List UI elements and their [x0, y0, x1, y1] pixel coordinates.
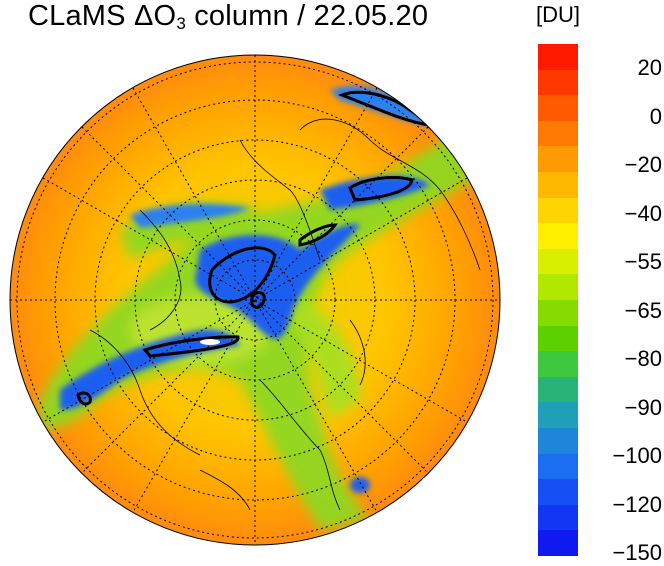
- colorbar-tick-label: −90: [624, 394, 662, 420]
- colorbar-tick-label: 20: [637, 55, 662, 80]
- colorbar-segment: [538, 325, 578, 352]
- longitude-grid: [10, 55, 500, 545]
- colorbar-segment: [538, 453, 578, 480]
- colorbar-segment: [538, 479, 578, 506]
- colorbar-segment: [538, 44, 578, 71]
- colorbar-segment: [538, 504, 578, 531]
- colorbar-segment: [538, 197, 578, 224]
- colorbar-tick-label: −20: [624, 152, 662, 177]
- colorbar-tick-label: −80: [624, 346, 662, 371]
- colorbar-tick-label: 0: [649, 103, 662, 129]
- colorbar-segment: [538, 351, 578, 378]
- colorbar-segment: [538, 172, 578, 199]
- colorbar-segment: [538, 120, 578, 147]
- colorbar-segment: [538, 530, 578, 557]
- colorbar-segment: [538, 146, 578, 173]
- colorbar-segment: [538, 428, 578, 455]
- colorbar-tick-label: −55: [624, 249, 662, 274]
- colorbar-unit: [DU]: [536, 2, 580, 27]
- colorbar-segment: [538, 376, 578, 403]
- colorbar-segment: [538, 223, 578, 250]
- colorbar-segment: [538, 300, 578, 327]
- map-border: [9, 54, 501, 546]
- colorbar-tick-label: −40: [624, 200, 662, 226]
- colorbar-tick-label: −100: [612, 443, 662, 468]
- colorbar-tick-label: −120: [612, 491, 662, 517]
- colorbar-tick-label: −150: [612, 540, 662, 565]
- colorbar: [538, 44, 578, 557]
- colorbar-segment: [538, 69, 578, 96]
- colorbar-segment: [538, 402, 578, 429]
- colorbar-segment: [538, 95, 578, 122]
- colorbar-segment: [538, 248, 578, 275]
- map-title: CLaMS ΔO3 column / 22.05.20: [28, 0, 429, 33]
- polar-ozone-map: [9, 54, 501, 546]
- minimum-spot: [200, 339, 220, 345]
- colorbar-segment: [538, 274, 578, 301]
- colorbar-tick-label: −65: [624, 297, 662, 323]
